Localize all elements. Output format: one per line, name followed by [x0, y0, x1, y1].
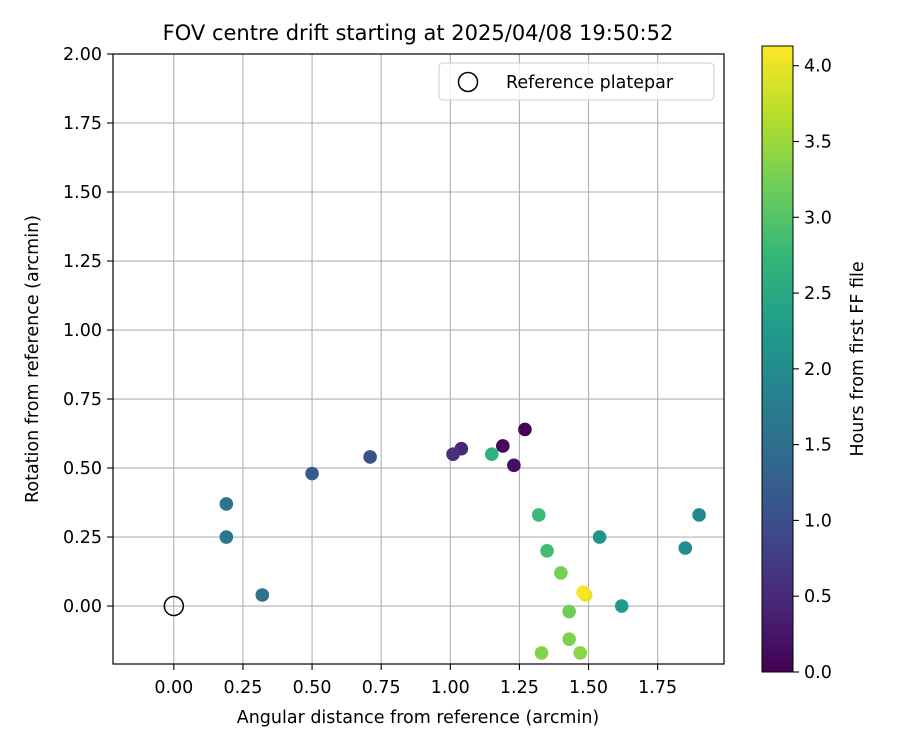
reference-point [163, 595, 185, 617]
colorbar-tick-label: 0.5 [804, 587, 832, 607]
chart-title: FOV centre drift starting at 2025/04/08 … [163, 21, 674, 45]
data-point [678, 541, 693, 555]
data-point [573, 646, 588, 660]
data-point [518, 422, 532, 437]
x-tick-label: 0.50 [293, 678, 332, 698]
x-tick-label: 1.00 [431, 678, 470, 698]
colorbar-tick-label: 1.5 [804, 436, 832, 456]
data-point [255, 588, 270, 602]
y-axis-label: Rotation from reference (arcmin) [23, 215, 43, 503]
colorbar-tick-label: 2.5 [804, 284, 832, 304]
y-tick-label: 1.25 [63, 252, 102, 272]
data-point [219, 530, 234, 544]
data-point [562, 604, 576, 619]
colorbar-tick-label: 3.5 [804, 132, 832, 152]
x-tick-label: 0.75 [362, 678, 401, 698]
reference-marker [163, 595, 185, 617]
colorbar [761, 45, 794, 673]
data-point [305, 466, 319, 481]
x-tick-label: 1.75 [638, 678, 677, 698]
y-axis-ticks: 0.00 0.25 0.50 0.75 1.00 1.25 1.50 1.75 2.00 [63, 45, 113, 617]
data-point [540, 544, 554, 558]
data-point [363, 450, 377, 464]
data-point [507, 458, 521, 473]
y-tick-label: 1.50 [63, 183, 102, 203]
data-point [446, 447, 460, 462]
data-point [219, 497, 234, 511]
x-axis-label: Angular distance from reference (arcmin) [237, 708, 600, 728]
data-point [554, 566, 568, 580]
y-tick-label: 0.25 [63, 528, 102, 548]
x-axis-ticks: 0.00 0.25 0.50 0.75 1.00 1.25 1.50 1.75 [154, 664, 677, 698]
y-tick-label: 2.00 [63, 45, 102, 65]
plot-area [113, 54, 724, 664]
legend: Reference platepar [438, 62, 715, 101]
legend-marker-reference [457, 71, 479, 93]
x-tick-label: 0.25 [223, 678, 262, 698]
scatter-points [219, 422, 706, 660]
x-tick-label: 1.25 [500, 678, 539, 698]
plot-frame [112, 53, 725, 665]
data-point [534, 646, 549, 660]
data-point [562, 632, 576, 646]
colorbar-label: Hours from first FF file [848, 261, 868, 456]
legend-label-reference: Reference platepar [506, 73, 674, 93]
colorbar-tick-label: 2.0 [804, 360, 832, 380]
colorbar-tick-label: 1.0 [804, 511, 832, 531]
colorbar-tick-label: 3.0 [804, 208, 832, 228]
colorbar-tick-label: 0.0 [804, 663, 832, 683]
legend-box [438, 62, 715, 101]
colorbar-tick-label: 4.0 [804, 57, 832, 77]
x-tick-label: 0.00 [154, 678, 193, 698]
data-point [531, 508, 546, 522]
y-tick-label: 1.00 [63, 321, 102, 341]
x-tick-label: 1.50 [569, 678, 608, 698]
colorbar-ticks: 0.0 0.5 1.0 1.5 2.0 2.5 3.0 3.5 4.0 [793, 57, 832, 683]
data-point [692, 508, 706, 522]
y-tick-label: 0.75 [63, 390, 102, 410]
data-point [576, 585, 590, 600]
data-point [614, 599, 629, 613]
data-point [496, 439, 510, 453]
y-tick-label: 0.00 [63, 597, 102, 617]
data-point [592, 530, 607, 544]
y-tick-label: 1.75 [63, 114, 102, 134]
y-tick-label: 0.50 [63, 459, 102, 479]
data-point [484, 447, 499, 462]
